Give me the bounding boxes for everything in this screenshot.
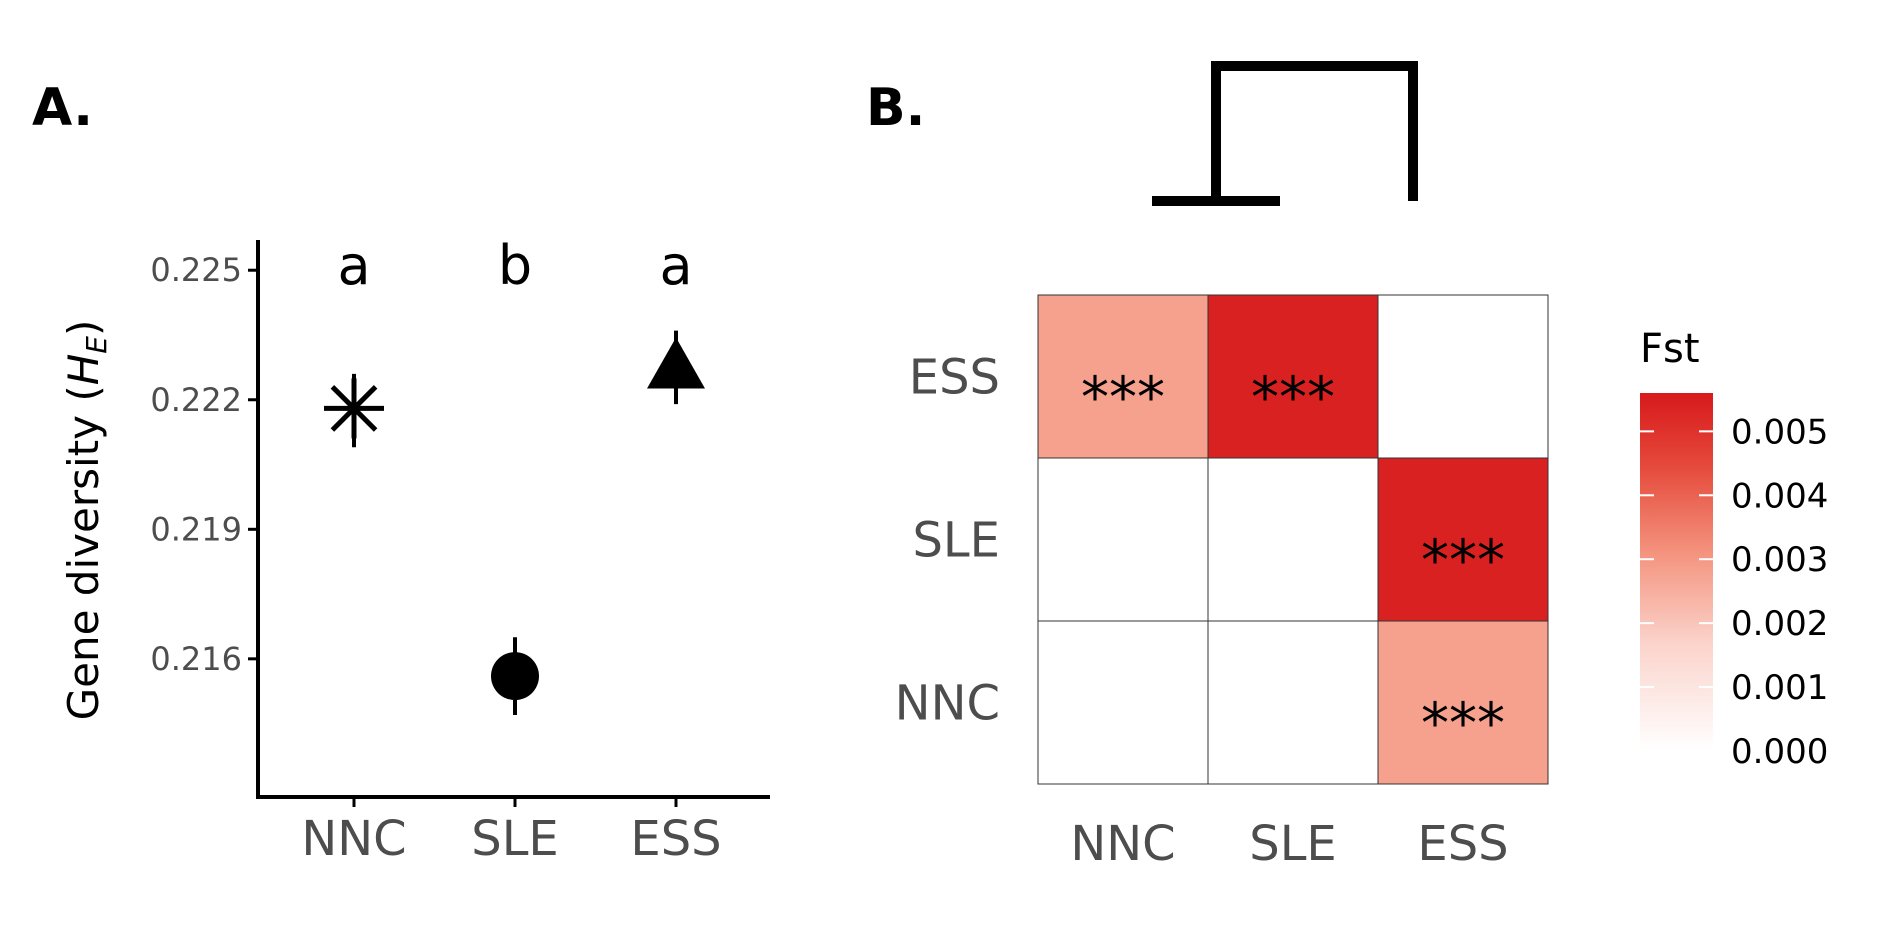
significance-label: *** — [1421, 529, 1505, 594]
heat-y-label: SLE — [912, 513, 1000, 569]
legend-colorbar — [1640, 393, 1713, 751]
legend-title: Fst — [1640, 326, 1700, 372]
y-axis-title-symbol: H — [59, 354, 108, 386]
panel-a-label: A. — [32, 78, 93, 138]
y-tick-label: 0.225 — [150, 251, 242, 289]
asterisk-marker — [324, 378, 384, 439]
y-tick-label: 0.219 — [150, 510, 242, 548]
point-nnc — [324, 373, 384, 448]
group-letter: a — [659, 234, 692, 297]
fst-legend: Fst 0.000 0.001 0.002 0.003 0.004 0.005 — [1640, 326, 1828, 772]
heat-cell — [1207, 294, 1379, 459]
significance-label: *** — [1081, 366, 1165, 431]
heat-cell — [1037, 457, 1209, 622]
heat-x-label: SLE — [1249, 816, 1337, 872]
group-letter: a — [337, 234, 370, 297]
point-ess — [647, 330, 705, 405]
circle-marker — [491, 652, 539, 701]
significance-label: *** — [1251, 366, 1335, 431]
heat-cell — [1377, 620, 1549, 785]
x-tick-label: SLE — [471, 811, 559, 867]
significance-label: *** — [1421, 692, 1505, 757]
panel-b-label: B. — [866, 78, 925, 138]
heat-cell — [1037, 620, 1209, 785]
heat-cell — [1207, 457, 1379, 622]
legend-tick-label: 0.000 — [1731, 732, 1828, 772]
y-tick-label: 0.216 — [150, 640, 242, 678]
y-axis-title-close: ) — [59, 320, 108, 336]
heat-cell — [1037, 294, 1209, 459]
y-axis-title-subscript: E — [80, 336, 113, 354]
legend-tick-label: 0.001 — [1731, 668, 1828, 708]
heat-y-label: NNC — [895, 676, 1000, 732]
heat-cell — [1377, 457, 1549, 622]
heat-x-label: NNC — [1070, 816, 1175, 872]
heat-cell — [1377, 294, 1549, 459]
legend-tick-label: 0.003 — [1731, 540, 1828, 580]
y-tick-label: 0.222 — [150, 381, 242, 419]
x-tick-label: NNC — [301, 811, 406, 867]
y-axis-title: Gene diversity (HE) — [59, 320, 113, 721]
legend-tick-label: 0.005 — [1731, 412, 1828, 452]
panel-b-heatmap: NNC SLE ESS NNC SLE ESS *** *** *** *** Fst 0.0… — [895, 61, 1828, 872]
y-axis-title-main: Gene diversity ( — [59, 385, 108, 720]
triangle-marker — [647, 337, 705, 389]
dendro-branch-root — [1211, 61, 1418, 201]
heat-y-label: ESS — [909, 350, 1000, 406]
dendrogram — [1152, 61, 1418, 206]
x-tick-label: ESS — [630, 811, 721, 867]
group-letter: b — [498, 234, 532, 297]
heat-x-label: ESS — [1417, 816, 1508, 872]
panel-a-scatter: 0.216 0.219 0.222 0.225 NNC SLE ESS a b a Gene … — [59, 234, 770, 867]
point-sle — [491, 637, 539, 715]
heat-cell — [1207, 620, 1379, 785]
legend-tick-label: 0.004 — [1731, 476, 1828, 516]
legend-tick-label: 0.002 — [1731, 604, 1828, 644]
